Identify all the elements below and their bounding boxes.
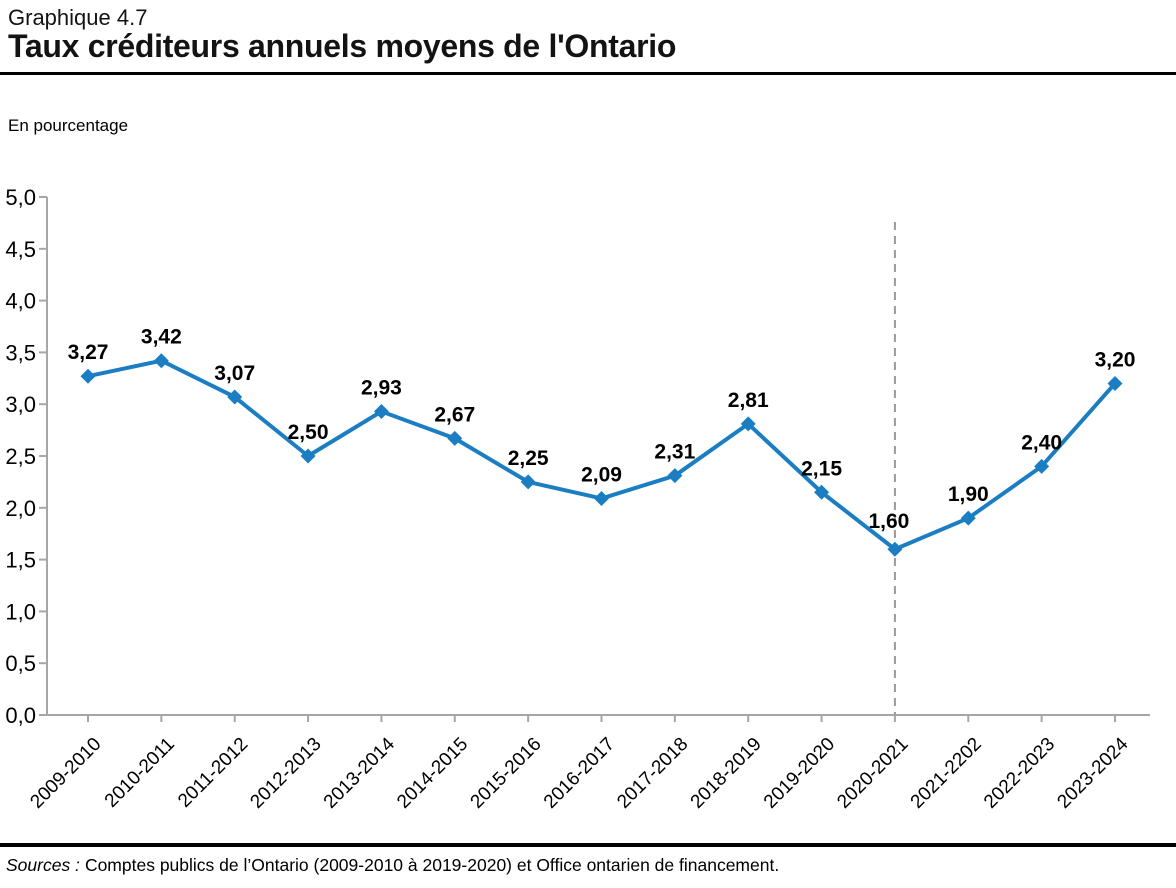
data-point-marker [1107,375,1123,391]
data-point-marker [960,510,976,526]
data-point-label: 3,27 [68,341,109,364]
y-tick-label: 4,5 [5,237,36,262]
data-point-marker [1034,458,1050,474]
x-tick-label: 2023-2024 [1053,733,1132,812]
series-line [87,358,1117,552]
y-tick-label: 3,5 [5,340,36,365]
data-point-label: 3,07 [214,362,255,385]
data-point-label: 2,67 [434,403,475,426]
x-tick-label: 2014-2015 [393,734,472,813]
unit-label: En pourcentage [8,116,129,135]
data-point-label: 3,42 [141,326,182,349]
data-point-label: 2,93 [361,376,402,399]
title-divider [0,72,1176,75]
data-point-label: 2,50 [288,421,329,444]
x-tick-label: 2013-2014 [320,733,399,812]
x-tick-label: 2016-2017 [540,734,619,813]
x-tick-label: 2018-2019 [687,734,766,813]
data-point-marker [447,430,463,446]
data-point-marker [594,490,609,506]
chart-area: 0,0 0,5 1,0 1,5 2,0 2,5 3,0 3,5 4,0 4,5 5,0 2009-20… [0,170,1176,830]
x-tick-label: 2019-2020 [760,734,839,813]
x-tick-label: 2012-2013 [246,734,325,813]
x-tick-label: 2009-2010 [26,734,105,813]
data-point-marker [300,448,316,464]
y-tick-label: 1,0 [5,599,36,624]
y-tick-label: 5,0 [5,185,36,210]
y-tick-label: 3,0 [5,392,36,417]
data-point-marker [740,416,756,432]
line-chart: 0,0 0,5 1,0 1,5 2,0 2,5 3,0 3,5 4,0 4,5 5,0 2009-20… [5,185,1150,813]
data-point-marker [520,474,536,490]
data-point-label: 2,81 [728,389,769,412]
data-point-marker [814,484,830,500]
data-point-marker [887,541,903,557]
footer-divider [0,843,1176,847]
x-tick-label: 2011-2012 [174,734,252,812]
x-tick-label: 2022-2023 [980,734,1059,813]
y-tick-label: 4,0 [5,289,36,314]
data-point-label: 2,40 [1021,431,1062,454]
x-tick-label: 2010-2011 [101,734,179,812]
data-point-marker [153,353,169,369]
data-point-label: 2,31 [654,441,695,464]
source-note: Sources : Comptes publics de l’Ontario (2… [6,855,779,876]
data-point-label: 2,09 [581,463,622,486]
x-tick-label: 2021-2202 [907,734,986,813]
source-label: Sources : [6,855,80,875]
chart-number: Graphique 4.7 [8,5,148,30]
x-tick-label: 2015-2016 [467,734,546,813]
source-text: Comptes publics de l’Ontario (2009-2010 … [84,855,780,875]
data-point-label: 3,20 [1095,348,1136,371]
data-point-marker [373,403,389,419]
y-tick-label: 1,5 [5,548,36,573]
chart-title: Taux créditeurs annuels moyens de l'Onta… [8,28,677,64]
x-tick-label: 2020-2021 [833,734,912,813]
y-tick-label: 2,5 [5,444,36,469]
y-tick-label: 0,0 [5,703,36,728]
data-point-label: 1,60 [868,510,909,533]
data-point-marker [80,368,96,384]
data-point-label: 2,15 [801,457,842,480]
y-tick-label: 0,5 [5,651,36,676]
data-point-marker [667,468,683,484]
data-point-label: 2,25 [508,447,549,470]
data-point-label: 1,90 [948,483,989,506]
y-tick-label: 2,0 [5,496,36,521]
x-tick-label: 2017-2018 [613,734,692,813]
data-point-marker [227,389,243,405]
